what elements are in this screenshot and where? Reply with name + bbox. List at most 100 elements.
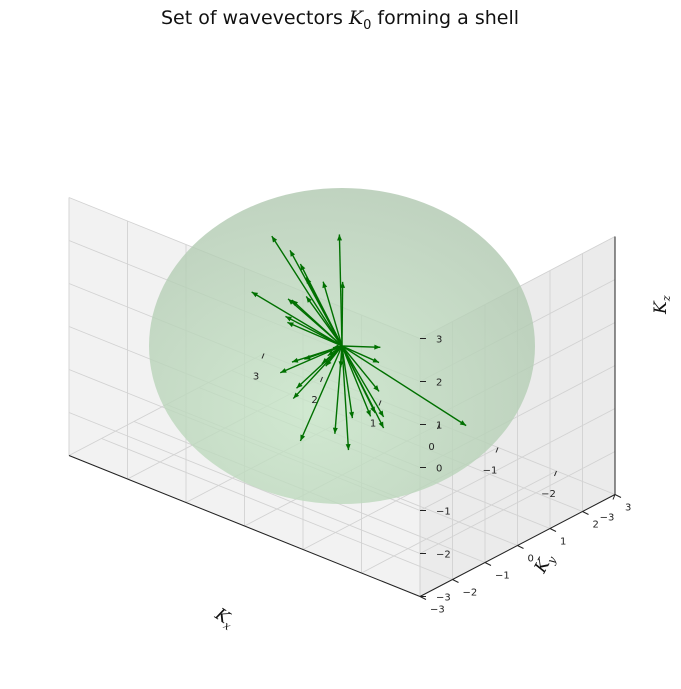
- arrow-shaft: [305, 277, 343, 347]
- x-tick-mark: [612, 494, 616, 500]
- wavevector-arrow: [299, 345, 343, 442]
- wavevector-arrow: [341, 345, 351, 451]
- arrow-head: [287, 322, 294, 328]
- arrow-head: [271, 236, 278, 243]
- z-tick-label: 1: [436, 421, 442, 432]
- arrow-head: [338, 361, 344, 368]
- arrow-head: [291, 357, 299, 363]
- arrow-head: [291, 300, 299, 306]
- arrow-shaft: [279, 345, 343, 374]
- wavevector-arrow: [338, 345, 344, 368]
- wavevector-arrow: [341, 344, 381, 350]
- wavevector-arrow: [321, 345, 343, 365]
- axis-lines: [68, 236, 622, 600]
- arrow-shaft: [341, 345, 467, 427]
- wavevector-arrow: [305, 296, 343, 347]
- arrow-head: [373, 385, 380, 392]
- chart-title: Set of wavevectors K0 forming a shell: [161, 7, 519, 33]
- y-tick-mark: [484, 562, 492, 566]
- x-tick-mark: [261, 353, 265, 359]
- z-tick-label: −3: [436, 593, 451, 604]
- arrow-head: [306, 296, 312, 303]
- wavevector-arrow: [285, 315, 343, 347]
- wavevector-arrow: [251, 291, 343, 347]
- x-tick-label: −1: [483, 466, 498, 477]
- y-tick-mark: [517, 545, 524, 549]
- wavevector-arrows: [251, 234, 467, 451]
- arrow-head: [304, 354, 311, 360]
- wavevector-arrow: [341, 345, 376, 414]
- arrow-shaft: [341, 345, 385, 418]
- wavevector-arrow: [341, 345, 380, 364]
- arrow-head: [378, 421, 384, 428]
- wavevector-arrow: [292, 345, 343, 400]
- arrow-shaft: [341, 345, 350, 451]
- x-tick-label: −3: [600, 513, 615, 524]
- arrow-shaft: [341, 345, 354, 419]
- wavevector-arrow: [287, 321, 343, 347]
- arrow-head: [370, 406, 376, 413]
- x-axis-line: [68, 455, 421, 597]
- arrow-shaft: [305, 296, 343, 347]
- arrow-head: [459, 420, 467, 426]
- x-tick-mark: [437, 423, 440, 430]
- x-tick-mark: [554, 470, 557, 477]
- z-tick-label: 0: [436, 464, 442, 475]
- arrow-head: [293, 392, 300, 399]
- wavevector-arrow: [341, 345, 372, 417]
- arrow-shaft: [322, 281, 343, 347]
- arrow-head: [280, 368, 287, 373]
- z-tick-label: 2: [436, 378, 442, 389]
- wavevector-arrow: [341, 345, 355, 419]
- z-tick-label: −1: [436, 507, 451, 518]
- wavevector-arrow: [341, 345, 385, 418]
- y-tick-mark: [614, 494, 622, 498]
- wavevector-arrow: [304, 345, 343, 360]
- y-tick-label: 2: [593, 520, 599, 531]
- arrow-shaft: [341, 345, 380, 392]
- arrow-shaft: [271, 235, 343, 347]
- arrow-head: [300, 264, 306, 271]
- arrow-shaft: [304, 345, 343, 360]
- wavevector-arrow: [271, 235, 343, 347]
- x-axis-label: Kx: [209, 604, 238, 634]
- arrow-head: [300, 434, 306, 441]
- arrow-shaft: [285, 315, 343, 347]
- x-tick-label: 2: [311, 395, 317, 406]
- y-tick-label: 1: [560, 537, 566, 548]
- arrow-shaft: [287, 321, 343, 347]
- arrow-head: [366, 409, 371, 417]
- wavevector-arrow: [291, 299, 343, 347]
- arrow-shaft: [251, 291, 343, 347]
- arrow-shaft: [292, 345, 343, 400]
- x-tick-mark: [320, 376, 323, 383]
- arrow-shaft: [291, 299, 343, 347]
- z-tick-label: −2: [436, 550, 451, 561]
- arrow-head: [296, 382, 303, 389]
- arrow-shaft: [341, 345, 381, 348]
- y-tick-mark: [452, 579, 459, 583]
- y-tick-mark: [549, 528, 557, 532]
- y-tick-label: 0: [528, 554, 534, 565]
- arrow-head: [290, 250, 296, 257]
- x-tick-mark: [495, 447, 499, 453]
- arrow-head: [372, 357, 380, 363]
- x-tick-mark: [378, 400, 382, 406]
- arrow-head: [251, 292, 259, 298]
- arrow-head: [378, 410, 384, 417]
- wavevector-arrow: [305, 277, 343, 347]
- arrow-head: [321, 357, 329, 364]
- z-axis-label: Kz: [651, 295, 673, 315]
- arrow-shaft: [341, 345, 372, 417]
- x-tick-label: 0: [428, 442, 434, 453]
- arrow-shaft: [341, 345, 376, 414]
- y-tick-label: −3: [430, 605, 445, 616]
- arrow-head: [374, 344, 381, 350]
- arrow-head: [345, 443, 351, 451]
- x-tick-label: −2: [541, 489, 556, 500]
- arrow-shaft: [299, 345, 343, 442]
- y-tick-mark: [582, 511, 589, 515]
- arrow-shaft: [341, 345, 380, 364]
